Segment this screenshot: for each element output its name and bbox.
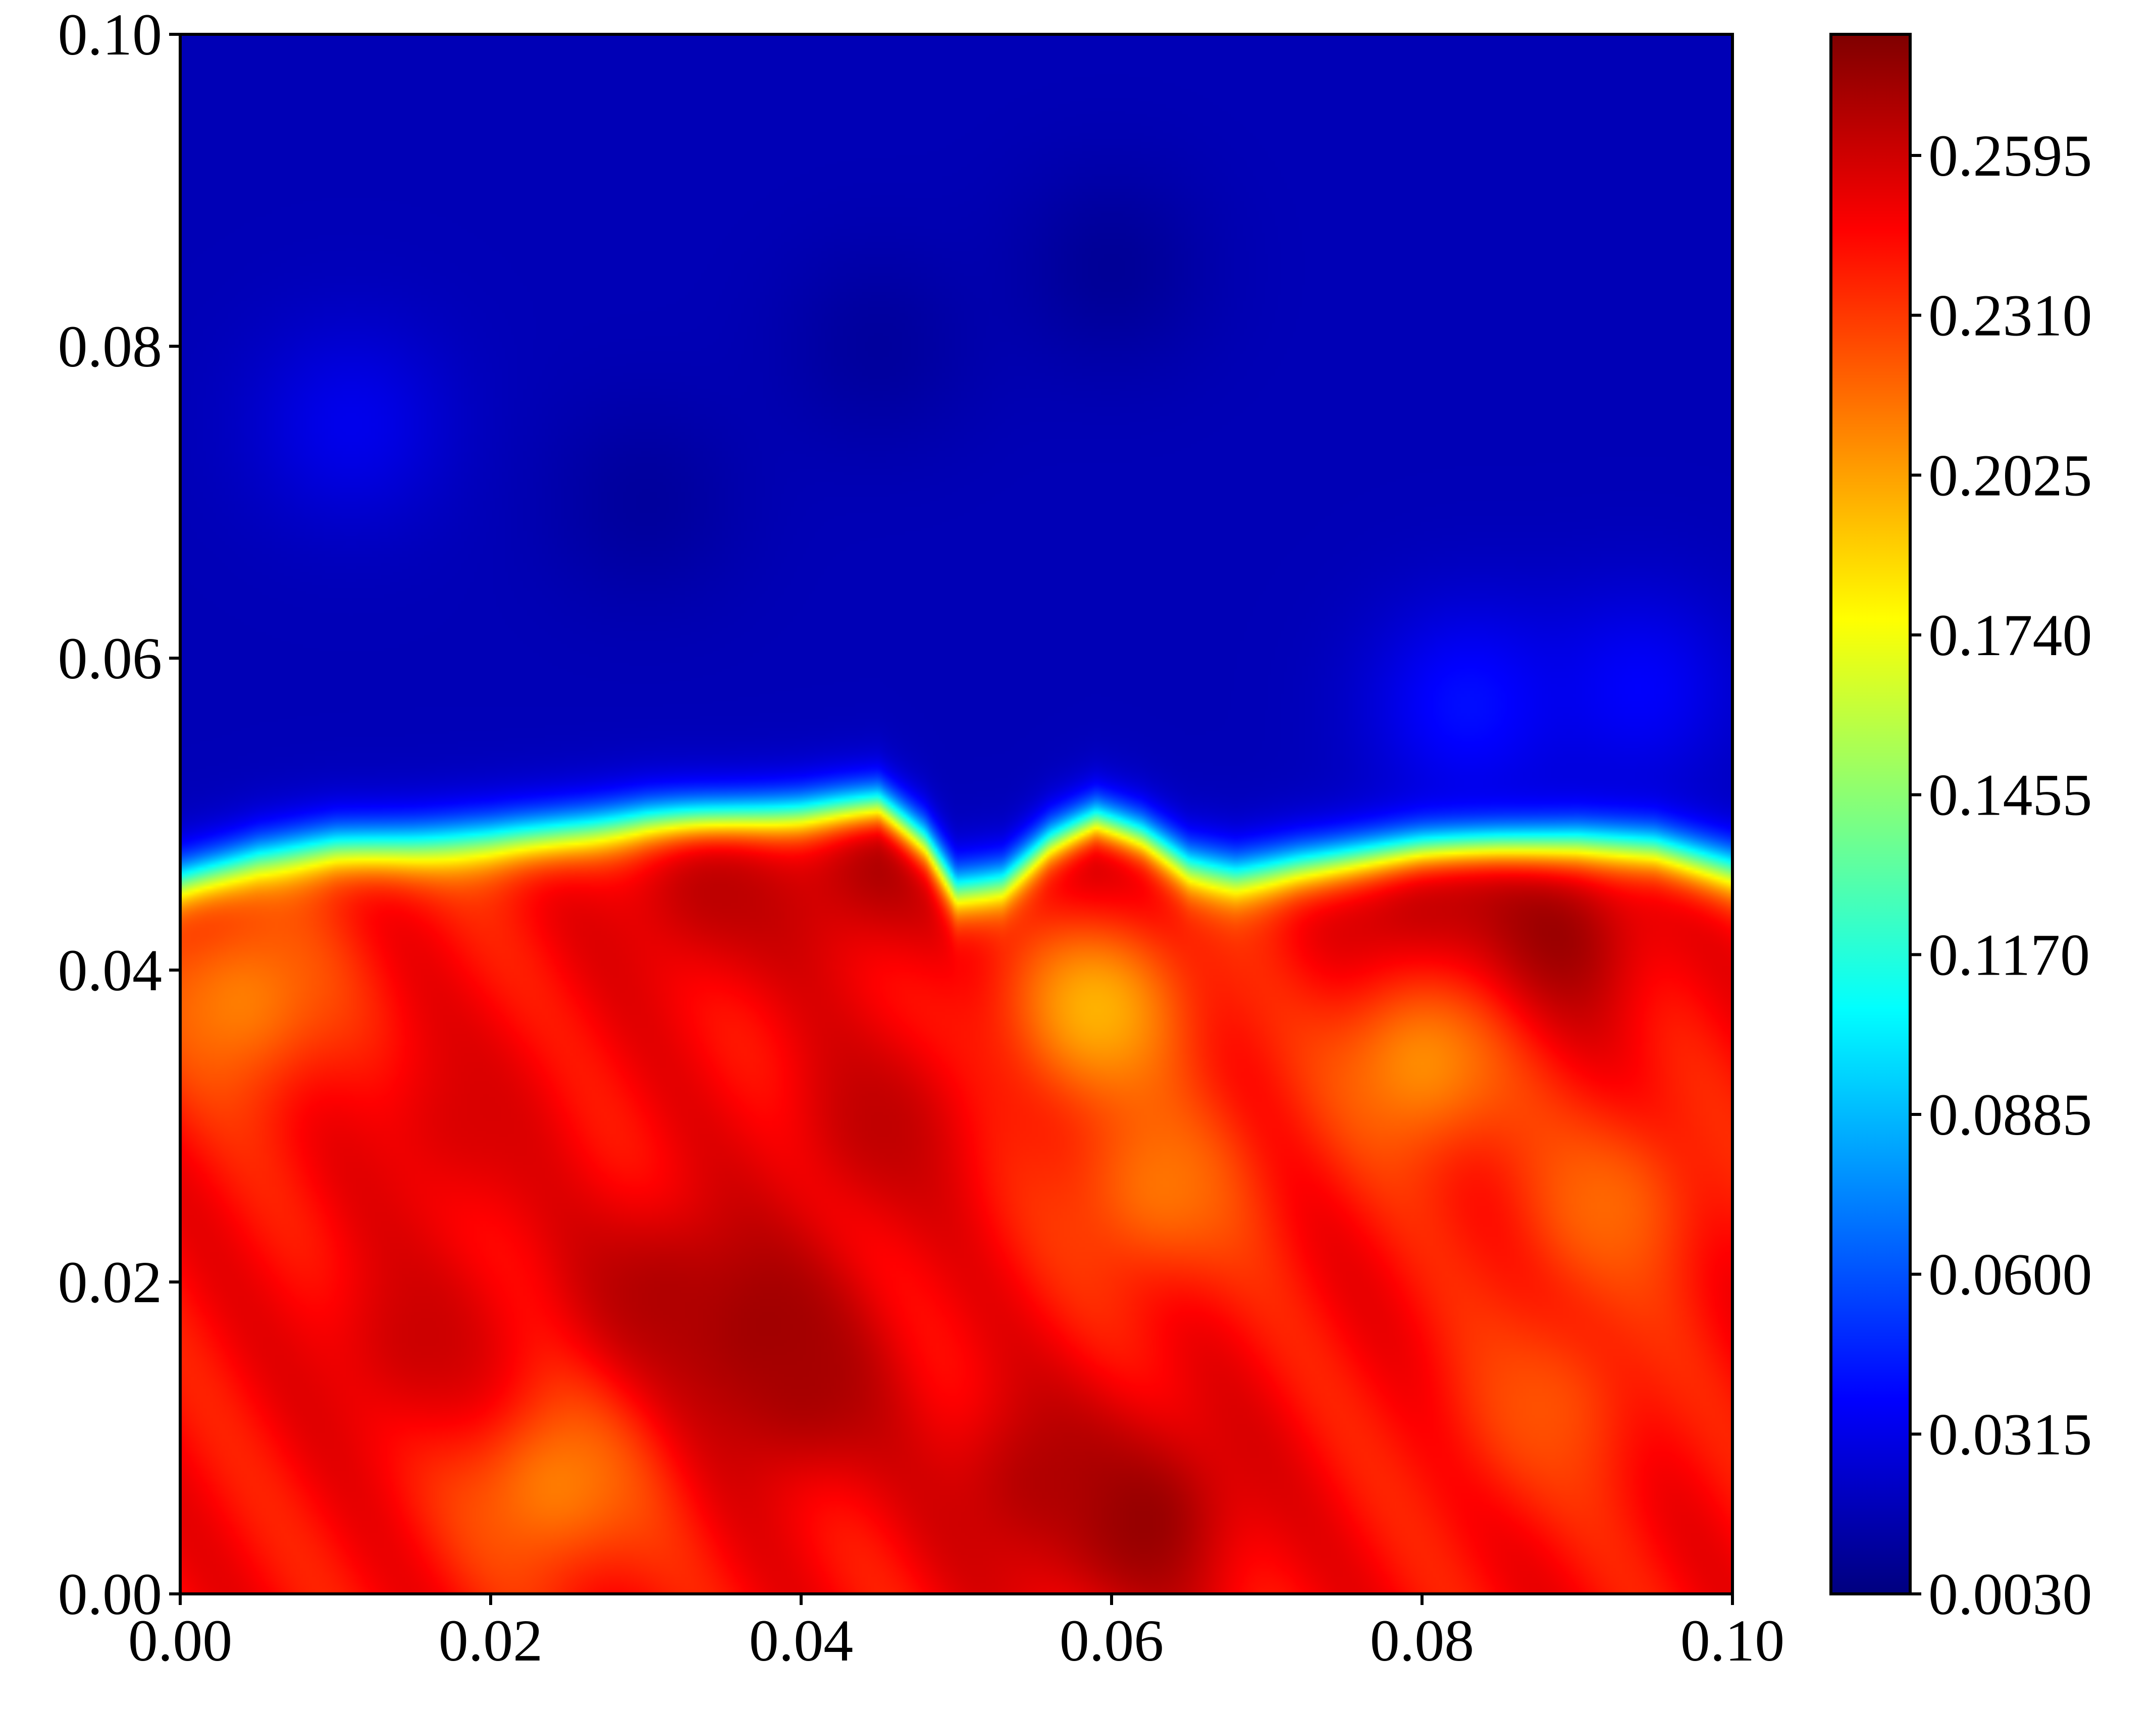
colorbar-tick-label: 0.0315 [1928, 1401, 2092, 1467]
y-tick-label: 0.02 [58, 1249, 163, 1315]
colorbar-tick-label: 0.1455 [1928, 762, 2092, 828]
colorbar-tick-label: 0.1170 [1928, 922, 2090, 988]
x-axis: 0.00 0.02 0.04 0.06 0.08 0.10 [128, 1594, 1785, 1674]
x-tick-label: 0.08 [1370, 1608, 1475, 1674]
y-tick-label: 0.08 [58, 313, 163, 380]
x-tick-label: 0.00 [128, 1608, 233, 1674]
colorbar-tick-label: 0.2595 [1928, 123, 2092, 189]
colorbar-frame [1829, 33, 1912, 1595]
x-tick-label: 0.04 [749, 1608, 854, 1674]
colorbar-tick-label: 0.2310 [1928, 283, 2092, 349]
y-axis: 0.00 0.02 0.04 0.06 0.08 0.10 [58, 2, 180, 1627]
colorbar-fill [1831, 34, 1910, 1594]
x-tick-label: 0.02 [439, 1608, 543, 1674]
colorbar-tick-label: 0.0885 [1928, 1082, 2092, 1148]
y-tick-label: 0.10 [58, 2, 163, 68]
colorbar-tick-label: 0.0600 [1928, 1242, 2092, 1308]
x-tick-label: 0.06 [1060, 1608, 1164, 1674]
heatmap-field [180, 34, 1732, 1594]
colorbar-tick-label: 0.0030 [1928, 1561, 2092, 1627]
y-tick-label: 0.00 [58, 1561, 163, 1627]
y-tick-label: 0.06 [58, 625, 163, 691]
plot-frame [179, 33, 1734, 1595]
colorbar: 0.0030 0.0315 0.0600 0.0885 0.1170 0.1455 0.17… [1829, 33, 2092, 1627]
colorbar-tick-label: 0.1740 [1928, 602, 2092, 668]
y-tick-label: 0.04 [58, 937, 163, 1003]
colorbar-tick-label: 0.2025 [1928, 442, 2092, 508]
plot-area [179, 33, 1734, 1595]
colorbar-ticks: 0.0030 0.0315 0.0600 0.0885 0.1170 0.1455 0.17… [1910, 123, 2092, 1627]
x-tick-label: 0.10 [1680, 1608, 1785, 1674]
